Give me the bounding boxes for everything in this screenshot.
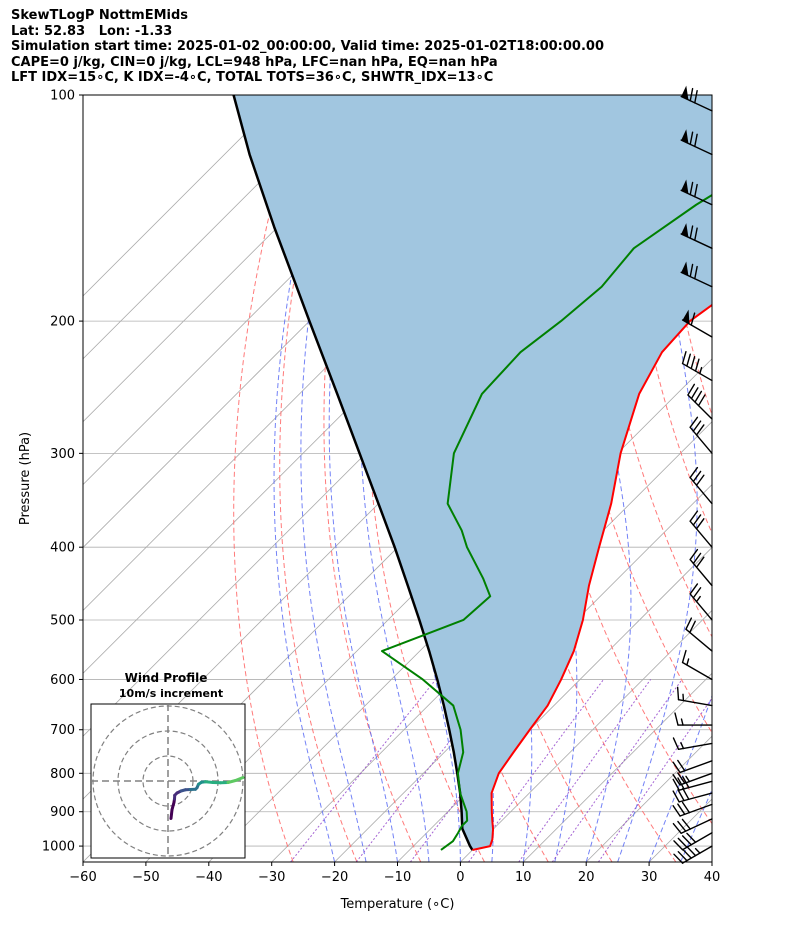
- wind-barb: [689, 466, 713, 505]
- hodograph-trace: [234, 776, 245, 782]
- moist-adiabat: [743, 95, 794, 862]
- mixing-ratio-line: [597, 697, 712, 862]
- x-tick-label: −20: [321, 870, 348, 885]
- x-tick-label: 30: [641, 870, 658, 885]
- dry-adiabat: [725, 95, 794, 862]
- mixing-ratio-line: [551, 679, 683, 862]
- moist-adiabat: [328, 95, 398, 862]
- dewpoint-line: [380, 193, 712, 851]
- x-tick-label: −50: [132, 870, 159, 885]
- wind-barb: [680, 129, 713, 156]
- wind-barb: [680, 179, 713, 206]
- wind-barb: [672, 818, 713, 834]
- dry-adiabat: [279, 95, 358, 862]
- wind-barb: [689, 583, 713, 621]
- hodograph-title: Wind Profile: [125, 671, 208, 685]
- x-tick-label: −10: [384, 870, 411, 885]
- y-tick-label: 300: [50, 447, 75, 462]
- wind-barb: [689, 416, 713, 455]
- y-tick-label: 200: [50, 315, 75, 330]
- wind-barb: [681, 350, 713, 382]
- wind-barb: [680, 261, 713, 288]
- wind-barb: [680, 223, 713, 250]
- index-label: LFT IDX=15∘C, K IDX=-4∘C, TOTAL TOTS=36∘…: [11, 70, 494, 86]
- mixing-ratio-line: [290, 679, 437, 862]
- isotherm-line: [83, 95, 348, 360]
- dry-adiabat: [659, 95, 712, 417]
- wind-barb: [672, 772, 713, 786]
- isotherm-line: [523, 672, 712, 862]
- x-tick-label: 40: [704, 870, 721, 885]
- x-tick-label: −60: [69, 870, 96, 885]
- wind-barb: [689, 510, 713, 548]
- isotherm-line: [775, 95, 794, 862]
- x-tick-label: 10: [515, 870, 532, 885]
- chart-title: SkewTLogP NottmEMids: [11, 8, 189, 23]
- chart-header: SkewTLogP NottmEMids Lat: 52.83 Lon: -1.…: [11, 8, 604, 86]
- y-tick-label: 600: [50, 673, 75, 688]
- wind-barb: [685, 617, 713, 652]
- wind-barb: [681, 309, 713, 338]
- dry-adiabat: [790, 95, 794, 862]
- wind-barb: [681, 649, 713, 681]
- y-tick-label: 800: [50, 767, 75, 782]
- wind-barb: [676, 686, 713, 707]
- y-tick-label: 700: [50, 723, 75, 738]
- x-axis-label: Temperature (∘C): [340, 897, 455, 912]
- wind-barb: [672, 737, 713, 751]
- dry-adiabat: [233, 95, 302, 862]
- isotherm-line: [711, 861, 712, 862]
- wind-barb: [672, 759, 713, 774]
- isotherm-line: [271, 421, 712, 862]
- cin-cape-shading: [233, 95, 712, 850]
- location-label: Lat: 52.83 Lon: -1.33: [11, 23, 173, 39]
- temperature-line: [472, 303, 712, 851]
- mixing-ratio-line: [518, 679, 652, 862]
- wind-barb: [689, 548, 713, 587]
- cape-label: CAPE=0 j/kg, CIN=0 j/kg, LCL=948 hPa, LF…: [11, 54, 498, 70]
- x-tick-label: −40: [195, 870, 222, 885]
- moist-adiabat: [583, 95, 632, 862]
- wind-barb: [673, 845, 713, 864]
- wind-barb: [672, 801, 713, 817]
- wind-barb: [680, 85, 713, 112]
- moist-adiabat: [680, 788, 712, 862]
- moist-adiabat: [359, 95, 430, 862]
- isotherm-line: [460, 609, 712, 862]
- x-tick-label: 20: [578, 870, 595, 885]
- time-label: Simulation start time: 2025-01-02_00:00:…: [11, 39, 604, 55]
- wind-barb: [673, 832, 713, 851]
- wind-barb: [674, 712, 713, 726]
- x-tick-label: 0: [456, 870, 464, 885]
- moist-adiabat: [648, 694, 712, 862]
- dry-adiabat: [758, 95, 794, 862]
- x-tick-label: −30: [258, 870, 285, 885]
- dry-adiabat: [323, 95, 422, 862]
- y-tick-label: 500: [50, 613, 75, 628]
- wind-barb: [687, 383, 713, 420]
- y-tick-label: 400: [50, 541, 75, 556]
- hodograph-subtitle: 10m/s increment: [119, 687, 223, 700]
- isotherm-line: [83, 95, 285, 297]
- wind-barb: [672, 787, 713, 803]
- y-tick-label: 900: [50, 805, 75, 820]
- moist-adiabat: [273, 95, 336, 862]
- y-tick-label: 1000: [42, 840, 75, 855]
- y-tick-label: 100: [50, 89, 75, 104]
- moist-adiabat: [617, 95, 698, 862]
- moist-adiabat: [711, 860, 712, 862]
- y-axis-label: Pressure (hPa): [18, 432, 33, 525]
- moist-adiabat: [300, 95, 367, 862]
